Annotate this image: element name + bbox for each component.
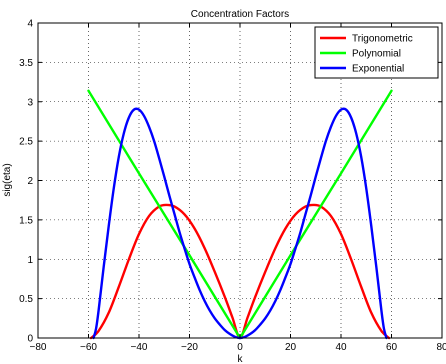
- x-tick-label: 80: [436, 342, 446, 353]
- y-axis-label: sig(eta): [2, 163, 13, 196]
- y-tick-label: 3: [27, 97, 33, 108]
- legend-label-trigonometric: Trigonometric: [352, 34, 413, 45]
- y-tick-label: 1: [27, 255, 33, 266]
- y-tick-label: 0: [27, 334, 33, 345]
- x-tick-label: 20: [285, 342, 297, 353]
- chart-title: Concentration Factors: [191, 9, 289, 20]
- y-tick-label: 2: [27, 176, 33, 187]
- x-tick-label: 0: [237, 342, 243, 353]
- legend-label-polynomial: Polynomial: [352, 49, 401, 60]
- legend: Trigonometric Polynomial Exponential: [314, 26, 439, 79]
- y-tick-label: 4: [27, 19, 33, 30]
- x-tick-label: 60: [386, 342, 398, 353]
- x-tick-label: −80: [30, 342, 47, 353]
- y-tick-label: 2.5: [19, 137, 33, 148]
- x-tick-label: −60: [80, 342, 97, 353]
- y-tick-label: 1.5: [19, 215, 33, 226]
- axis-ticks: −80 −60 −40 −20 0 20 40 60 80 0 0.5 1 1.5 2 2.5 3 3.5 4: [19, 19, 446, 354]
- x-axis-label: k: [238, 354, 244, 364]
- legend-label-exponential: Exponential: [352, 64, 404, 75]
- x-tick-label: 40: [335, 342, 347, 353]
- x-tick-label: −40: [131, 342, 148, 353]
- y-tick-label: 3.5: [19, 58, 33, 69]
- y-tick-label: 0.5: [19, 294, 33, 305]
- x-tick-label: −20: [181, 342, 198, 353]
